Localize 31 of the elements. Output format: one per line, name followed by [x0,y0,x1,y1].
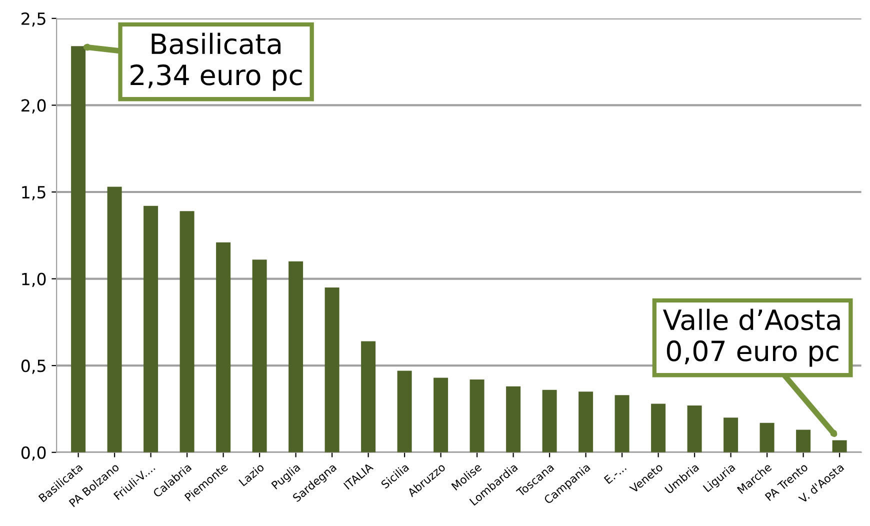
bar [724,418,738,452]
bar [71,46,86,452]
bar [542,390,557,452]
bar [107,186,122,452]
bar [288,261,304,452]
y-tick-label: 1,0 [22,272,46,288]
bar [760,422,774,452]
bar [144,206,158,452]
y-tick-label: 2,0 [22,99,46,114]
bar [687,405,702,452]
bar [470,379,484,452]
bar [614,395,630,452]
y-tick-label: 0,0 [21,446,46,461]
bar [506,386,521,452]
bar [324,287,340,452]
annotation: Valle d’Aosta 0,07 euro pc [662,308,840,367]
bar [578,392,594,452]
y-tick-label: 0,5 [21,360,46,374]
bar [361,341,376,452]
bar [651,404,666,452]
bar [397,370,412,452]
x-tick-label: E.-... [604,463,627,484]
bar [434,378,448,452]
bar [796,430,811,452]
bar [216,242,231,452]
annotation: Basilicata 2,34 euro pc [130,32,302,91]
y-tick-label: 1,5 [22,186,46,200]
bar [252,260,267,452]
y-tick-label: 2,5 [22,12,46,27]
bar [832,440,847,452]
bar [180,211,194,452]
